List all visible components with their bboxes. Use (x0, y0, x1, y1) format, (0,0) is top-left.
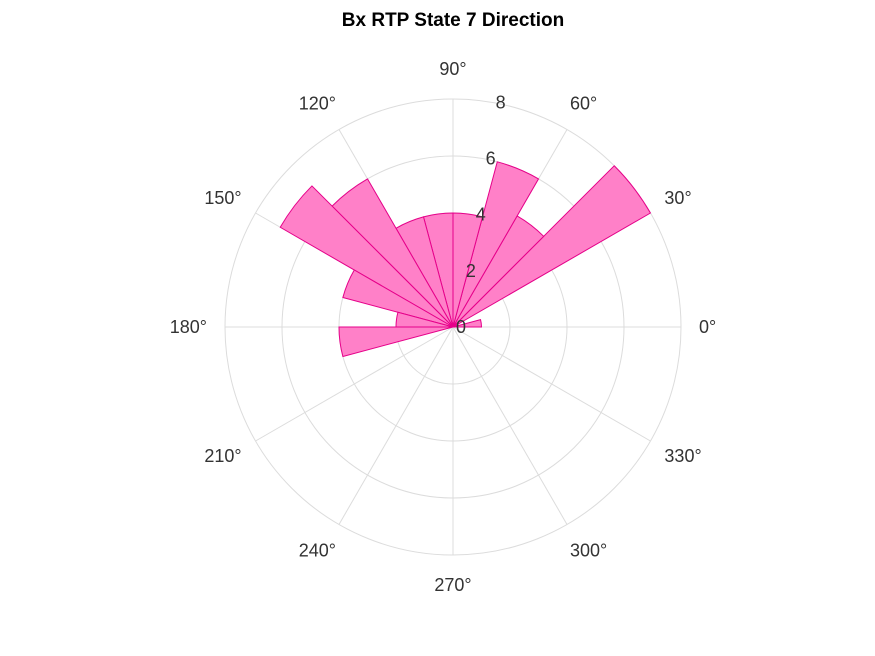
angle-tick-label: 0° (699, 317, 716, 337)
angle-tick-label: 270° (434, 575, 471, 595)
grid-spoke-300 (452, 326, 568, 525)
radial-tick-label: 4 (476, 205, 486, 225)
bin-150 (342, 269, 454, 328)
angle-tick-label: 150° (204, 188, 241, 208)
bin-30 (452, 165, 652, 328)
angle-tick-label: 210° (204, 446, 241, 466)
angle-tick-label: 330° (664, 446, 701, 466)
angle-tick-label: 90° (439, 59, 466, 79)
grid-spoke-240 (338, 326, 454, 525)
bin-180 (338, 326, 454, 358)
histogram-bins (279, 161, 652, 358)
bin-0 (452, 319, 483, 328)
chart-title: Bx RTP State 7 Direction (342, 10, 564, 31)
angle-tick-label: 180° (170, 317, 207, 337)
radial-tick-label: 0 (456, 317, 466, 337)
radial-tick-label: 2 (466, 261, 476, 281)
bin-60 (452, 161, 540, 328)
angle-tick-label: 240° (299, 540, 336, 560)
radial-tick-label: 6 (486, 149, 496, 169)
angle-tick-labels: 0° 30° 60° 90° 120° 150° 180° 210° 240° 270° 300° 3… (170, 59, 716, 595)
angle-tick-label: 120° (299, 94, 336, 114)
angle-tick-label: 300° (570, 540, 607, 560)
angle-tick-label: 30° (664, 188, 691, 208)
bin-135 (279, 185, 454, 328)
radial-tick-label: 8 (496, 92, 506, 112)
radial-tick-labels: 0 2 4 6 8 (456, 92, 506, 337)
angle-tick-label: 60° (570, 94, 597, 114)
grid-spoke-210 (255, 326, 454, 442)
grid-spoke-330 (452, 326, 651, 442)
